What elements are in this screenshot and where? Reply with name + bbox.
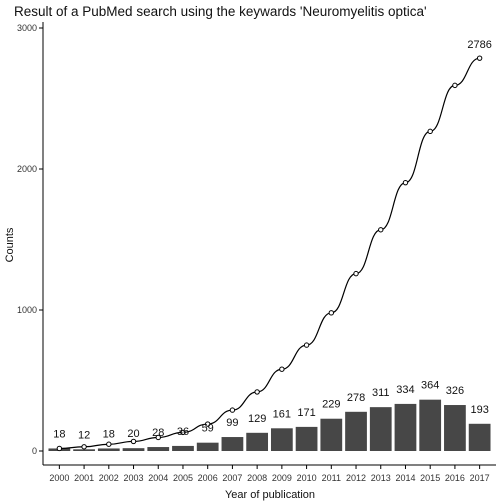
bar	[444, 405, 466, 451]
line-point	[452, 82, 458, 89]
bar	[320, 418, 343, 451]
x-tick-label: 2009	[272, 473, 292, 483]
bar-data-label: 99	[226, 417, 238, 429]
cumulative-line	[59, 57, 480, 450]
bar-data-label: 18	[53, 428, 65, 440]
x-tick-label: 2002	[99, 473, 119, 483]
x-axis-title: Year of publication	[225, 489, 315, 501]
line-data-label: 2786	[467, 39, 491, 51]
bar-data-label: 129	[248, 413, 266, 425]
line-point	[180, 429, 186, 436]
y-tick-label: 1000	[17, 305, 37, 315]
line-point	[427, 128, 433, 135]
x-tick-label: 2010	[297, 473, 317, 483]
x-tick-label: 2014	[395, 473, 415, 483]
bar-data-label: 12	[78, 429, 90, 441]
bar	[246, 432, 269, 451]
bar	[468, 423, 491, 451]
bar	[345, 411, 367, 451]
x-tick-label: 2011	[322, 473, 341, 483]
x-tick-label: 2005	[173, 473, 193, 483]
bar	[97, 448, 120, 451]
x-tick-label: 2004	[148, 473, 168, 483]
line-point	[378, 227, 384, 233]
bar-data-label: 311	[372, 387, 390, 399]
line-point	[254, 389, 260, 395]
bar	[394, 403, 417, 451]
bar-data-label: 171	[297, 407, 315, 419]
chart-title: Result of a PubMed search using the keyw…	[14, 4, 427, 19]
bar-data-label: 193	[470, 404, 488, 416]
line-point	[204, 421, 211, 427]
bar-data-label: 161	[273, 408, 291, 420]
line-point	[328, 310, 335, 316]
bar-data-label: 18	[103, 428, 115, 440]
line-point	[155, 434, 161, 441]
bar-data-label: 59	[202, 423, 214, 435]
x-tick-label: 2000	[49, 473, 69, 483]
y-tick-label: 2000	[17, 164, 37, 174]
line-point	[402, 179, 409, 186]
bar-data-label: 364	[421, 380, 439, 392]
y-tick-label: 0	[32, 446, 37, 456]
bar	[196, 442, 219, 451]
bar	[270, 428, 293, 451]
x-tick-label: 2013	[371, 473, 391, 483]
bar-data-label: 20	[127, 428, 139, 440]
bar	[172, 445, 194, 451]
bar-data-label: 36	[177, 426, 189, 438]
bar-data-label: 326	[446, 385, 464, 397]
x-tick-label: 2007	[222, 473, 242, 483]
x-tick-label: 2003	[124, 473, 144, 483]
y-axis-title: Counts	[4, 227, 16, 262]
line-point	[279, 366, 285, 372]
bar-data-label: 229	[322, 399, 340, 411]
x-tick-label: 2017	[470, 473, 490, 483]
x-tick-label: 2015	[420, 473, 440, 483]
line-point	[476, 55, 483, 61]
bar	[122, 448, 145, 451]
bar	[369, 407, 392, 451]
line-point	[130, 438, 137, 445]
bar-data-label: 278	[347, 392, 365, 404]
line-point	[229, 407, 236, 413]
x-tick-label: 2001	[74, 473, 94, 483]
bar	[295, 426, 318, 451]
x-tick-label: 2016	[445, 473, 465, 483]
line-point	[106, 441, 112, 447]
plot-area: 0 1000 2000 3000 2000 2001 2002 2003 2004 2005 200…	[17, 22, 496, 483]
y-tick-label: 3000	[17, 23, 37, 33]
line-point	[81, 444, 87, 450]
line-point	[56, 445, 63, 452]
x-tick-label: 2006	[198, 473, 218, 483]
bar	[73, 449, 95, 451]
x-tick-label: 2008	[247, 473, 267, 483]
bar-data-label: 28	[152, 427, 164, 439]
bar	[419, 399, 442, 451]
x-tick-label: 2012	[346, 473, 366, 483]
bar	[221, 437, 244, 451]
bar-data-label: 334	[396, 384, 414, 396]
line-point	[303, 342, 310, 348]
line-point	[353, 270, 359, 277]
bar	[147, 447, 170, 451]
